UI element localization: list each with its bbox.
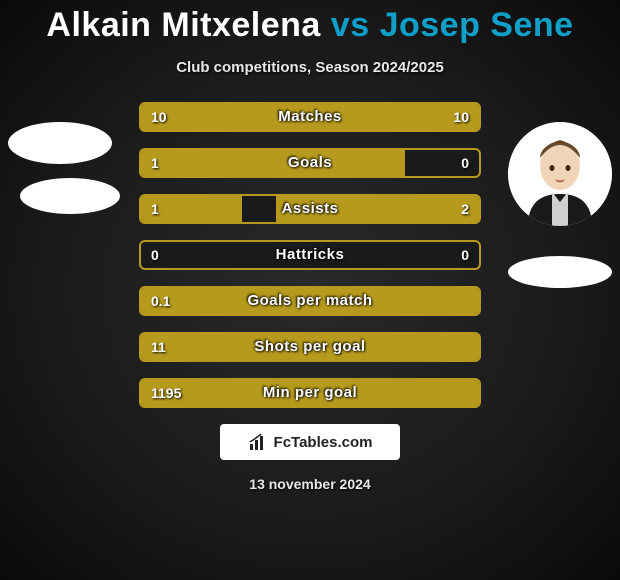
stat-value-left: 1195 — [151, 380, 181, 406]
player1-name: Alkain Mitxelena — [46, 6, 320, 44]
stat-label: Goals — [141, 150, 479, 176]
stat-row-matches: Matches10 10 — [139, 102, 481, 132]
stat-row-min-per-goal: Min per goal1195 — [139, 378, 481, 408]
stat-label: Shots per goal — [141, 334, 479, 360]
stat-value-right: 0 — [461, 150, 469, 176]
stat-row-goals-per-match: Goals per match0.1 — [139, 286, 481, 316]
stat-bars: Matches1010Goals10Assists12Hattricks00Go… — [139, 102, 481, 408]
stat-label: Assists — [141, 196, 479, 222]
stat-value-left: 11 — [151, 334, 166, 360]
stat-value-left: 10 — [151, 104, 167, 130]
stat-row-shots-per-goal: Shots per goal11 — [139, 332, 481, 362]
stat-value-right: 0 — [461, 242, 469, 268]
stat-label: Hattricks — [141, 242, 479, 268]
stat-value-left: 0.1 — [151, 288, 170, 314]
stat-row-goals: Goals1 0 — [139, 148, 481, 178]
chart-icon — [248, 432, 268, 452]
footer-date: 13 november 2024 — [0, 476, 620, 492]
player2-avatar — [508, 122, 612, 226]
stat-value-right: 2 — [461, 196, 469, 222]
player1-club-placeholder — [20, 178, 120, 214]
player2-club-placeholder — [508, 256, 612, 288]
player1-avatar-placeholder — [8, 122, 112, 164]
site-badge: FcTables.com — [220, 424, 400, 460]
stat-label: Matches — [141, 104, 479, 130]
comparison-title: Alkain Mitxelena vs Josep Sene — [0, 0, 620, 45]
stat-value-left: 1 — [151, 196, 159, 222]
stat-value-right: 10 — [453, 104, 469, 130]
stat-label: Min per goal — [141, 380, 479, 406]
site-name: FcTables.com — [274, 434, 373, 451]
vs-label: vs — [331, 6, 370, 44]
subtitle: Club competitions, Season 2024/2025 — [0, 59, 620, 76]
stat-row-hattricks: Hattricks0 0 — [139, 240, 481, 270]
player2-name: Josep Sene — [380, 6, 574, 44]
stat-value-left: 0 — [151, 242, 159, 268]
stat-value-left: 1 — [151, 150, 159, 176]
stat-row-assists: Assists1 2 — [139, 194, 481, 224]
stat-label: Goals per match — [141, 288, 479, 314]
